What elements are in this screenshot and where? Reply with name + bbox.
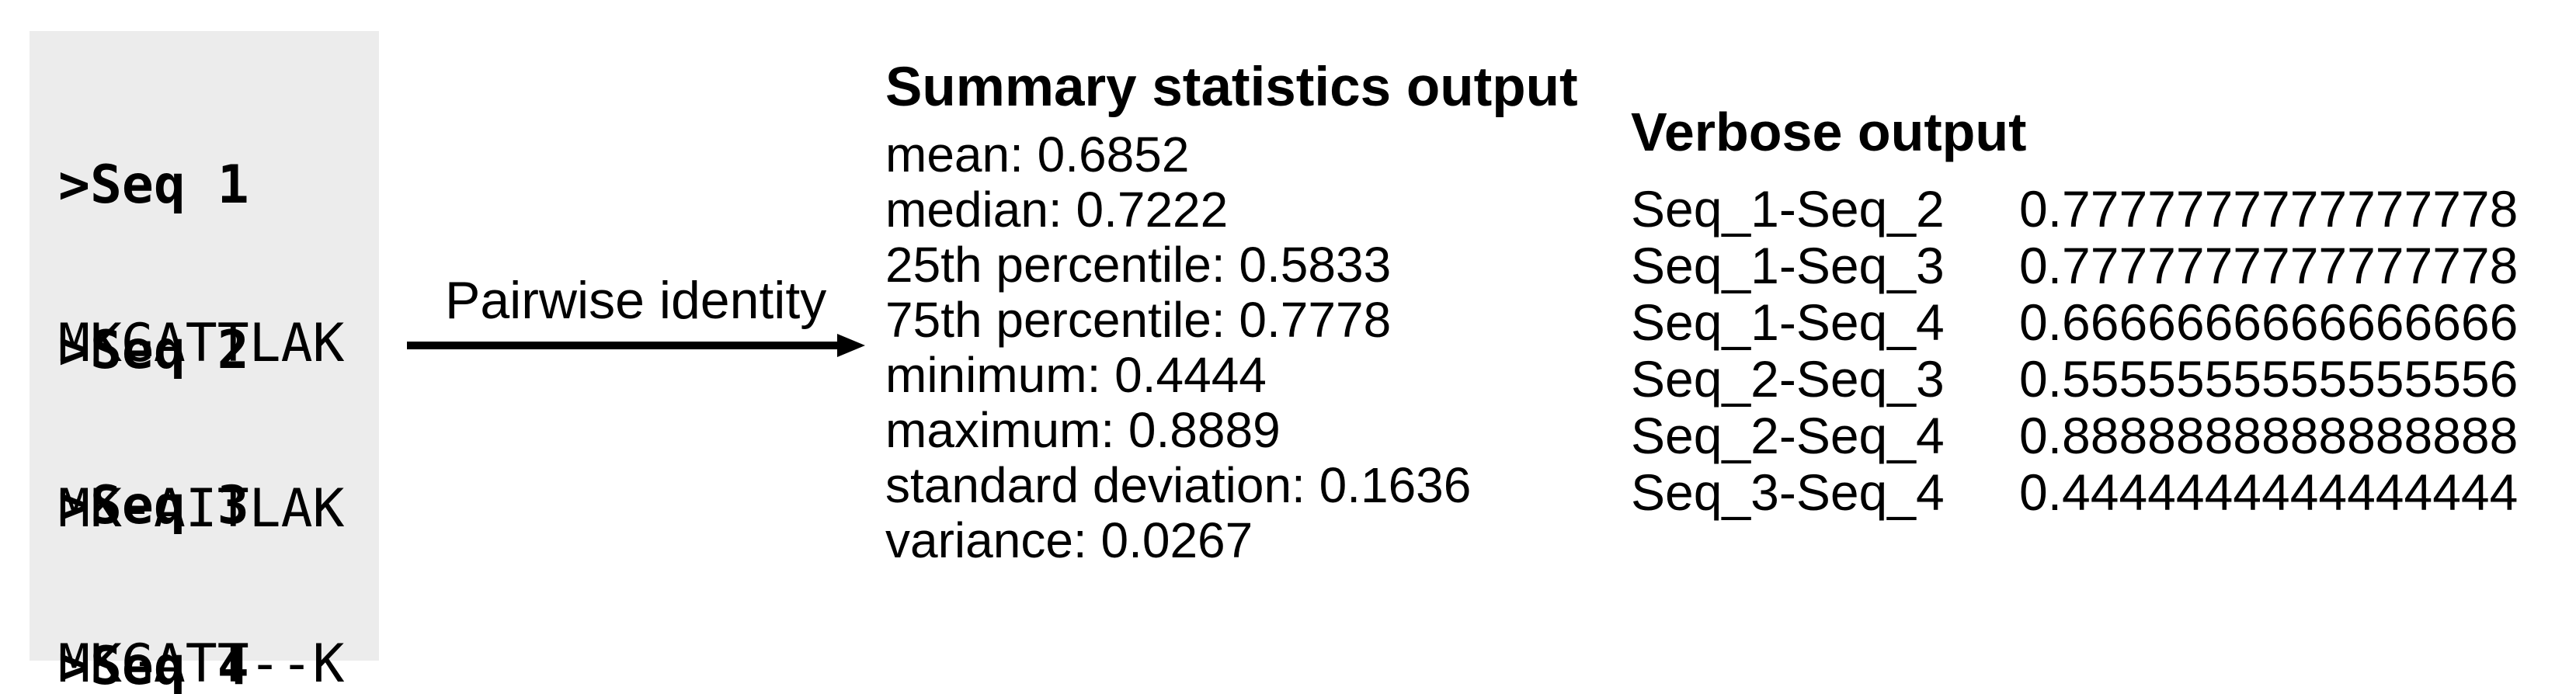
- pair-label: Seq_2-Seq_4: [1631, 407, 1945, 464]
- summary-line-75th-percentile: 75th percentile: 0.7778: [885, 292, 1392, 348]
- fasta-residues-seq3: MKGATT--K: [58, 633, 345, 694]
- verbose-row: Seq_2-Seq_3 0.5555555555555556: [1631, 351, 2518, 408]
- fasta-header-seq1: >Seq 1: [58, 154, 249, 216]
- fasta-residues-seq2: MK-AITLAK: [58, 478, 345, 540]
- pair-identity-value: 0.4444444444444444: [2019, 463, 2519, 521]
- fasta-residues-seq1: MKGATTLAK: [58, 313, 345, 374]
- pair-label: Seq_3-Seq_4: [1631, 463, 1945, 521]
- pair-identity-value: 0.6666666666666666: [2019, 293, 2519, 351]
- verbose-row: Seq_3-Seq_4 0.4444444444444444: [1631, 464, 2518, 521]
- pair-label: Seq_1-Seq_3: [1631, 237, 1945, 294]
- pair-label: Seq_1-Seq_2: [1631, 180, 1945, 238]
- verbose-output-list: Seq_1-Seq_2 0.7777777777777778 Seq_1-Seq_…: [1631, 181, 2518, 521]
- verbose-row: Seq_2-Seq_4 0.8888888888888888: [1631, 408, 2518, 464]
- summary-line-standard-deviation: standard deviation: 0.1636: [885, 457, 1472, 513]
- verbose-output-title: Verbose output: [1631, 102, 2027, 162]
- fasta-header-seq2: >Seq 2: [58, 320, 249, 381]
- fasta-entry-seq1: >Seq 1 MKGATTLAK: [58, 54, 344, 476]
- arrow-line: [407, 342, 837, 349]
- pair-identity-value: 0.7777777777777778: [2019, 237, 2519, 294]
- fasta-input-panel: >Seq 1 MKGATTLAK >Seq 2 MK-AITLAK >Seq 3…: [30, 31, 379, 693]
- arrow-head-icon: [837, 334, 865, 357]
- summary-line-25th-percentile: 25th percentile: 0.5833: [885, 237, 1392, 293]
- summary-line-variance: variance: 0.0267: [885, 512, 1253, 568]
- summary-line-maximum: maximum: 0.8889: [885, 402, 1281, 458]
- summary-line-minimum: minimum: 0.4444: [885, 347, 1267, 403]
- verbose-row: Seq_1-Seq_3 0.7777777777777778: [1631, 238, 2518, 294]
- summary-statistics-list: mean: 0.6852 median: 0.7222 25th percent…: [885, 127, 1471, 568]
- fasta-entry-seq2: >Seq 2 MK-AITLAK: [58, 219, 344, 641]
- pair-identity-value: 0.8888888888888888: [2019, 407, 2519, 464]
- verbose-row: Seq_1-Seq_2 0.7777777777777778: [1631, 181, 2518, 238]
- verbose-row: Seq_1-Seq_4 0.6666666666666666: [1631, 294, 2518, 351]
- pairwise-identity-label: Pairwise identity: [445, 271, 827, 330]
- fasta-entry-seq4: >Seq 4 MK-AITLA-: [58, 535, 344, 694]
- pair-identity-value: 0.5555555555555556: [2019, 350, 2519, 408]
- summary-line-mean: mean: 0.6852: [885, 127, 1190, 182]
- fasta-header-seq3: >Seq 3: [58, 475, 249, 536]
- fasta-header-seq4: >Seq 4: [58, 636, 249, 694]
- summary-line-median: median: 0.7222: [885, 182, 1229, 238]
- pair-identity-value: 0.7777777777777778: [2019, 180, 2519, 238]
- fasta-entry-seq3: >Seq 3 MKGATT--K: [58, 374, 344, 694]
- summary-statistics-title: Summary statistics output: [885, 57, 1578, 118]
- pair-label: Seq_2-Seq_3: [1631, 350, 1945, 408]
- pair-label: Seq_1-Seq_4: [1631, 293, 1945, 351]
